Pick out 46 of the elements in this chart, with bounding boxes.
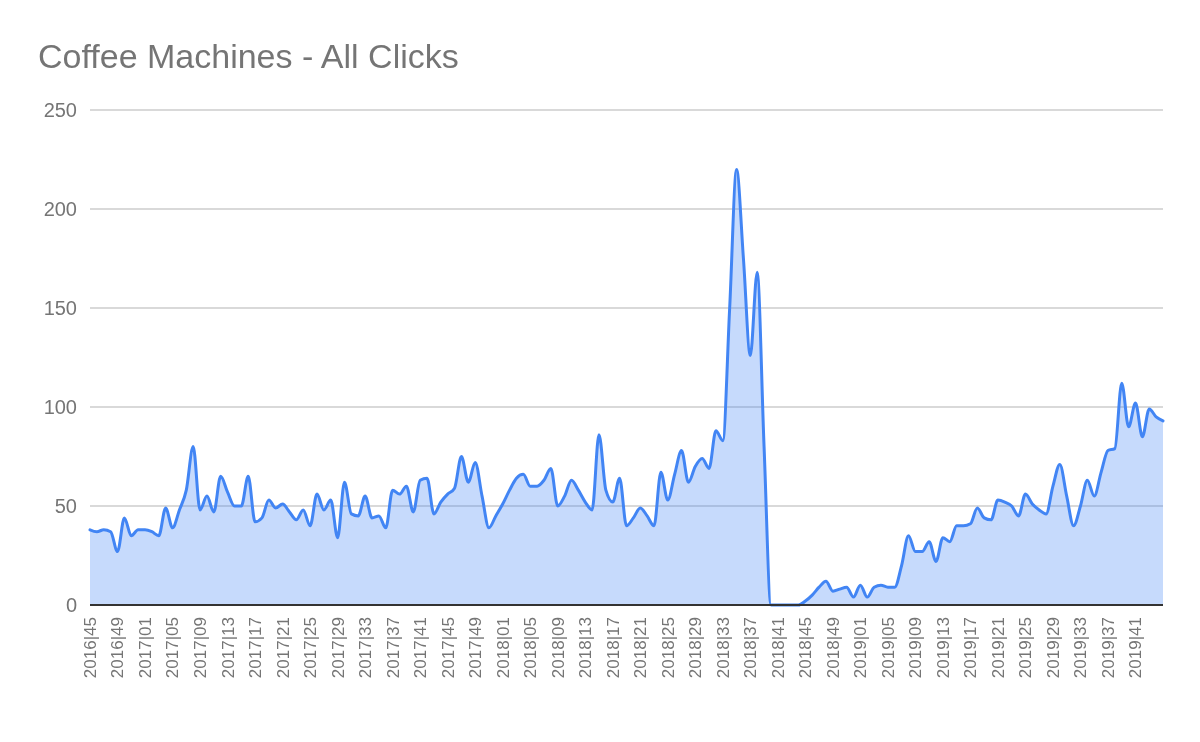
- x-tick-label: 2019|33: [1071, 617, 1091, 679]
- y-tick-label: 150: [43, 297, 77, 319]
- x-tick-label: 2018|01: [493, 617, 513, 679]
- x-tick-label: 2019|13: [933, 617, 953, 679]
- x-tick-label: 2018|05: [521, 617, 541, 679]
- x-tick-label: 2017|09: [191, 617, 210, 679]
- x-tick-label: 2017|05: [163, 617, 183, 679]
- y-tick-label: 0: [65, 594, 77, 616]
- x-tick-label: 2018|21: [631, 617, 651, 679]
- y-tick-label: 200: [43, 198, 77, 220]
- x-tick-label: 2019|09: [906, 617, 926, 679]
- x-tick-label: 2018|33: [713, 617, 733, 679]
- x-tick-label: 2018|13: [576, 617, 596, 679]
- x-tick-label: 2017|13: [218, 617, 238, 679]
- x-tick-label: 2018|37: [741, 617, 761, 679]
- x-tick-label: 2019|37: [1098, 617, 1118, 679]
- x-tick-label: 2019|21: [988, 617, 1008, 679]
- x-tick-label: 2018|41: [768, 617, 788, 679]
- x-tick-label: 2017|29: [328, 617, 348, 679]
- x-tick-label: 2019|01: [851, 617, 871, 679]
- x-tick-label: 2017|21: [273, 617, 293, 679]
- x-tick-label: 2018|17: [603, 617, 623, 679]
- x-tick-label: 2017|49: [466, 617, 486, 679]
- x-tick-label: 2018|29: [686, 617, 706, 679]
- x-tick-label: 2017|17: [246, 617, 266, 679]
- x-tick-label: 2018|45: [796, 617, 816, 679]
- x-tick-label: 2017|41: [411, 617, 431, 679]
- x-tick-label: 2019|25: [1016, 617, 1036, 679]
- x-tick-label: 2017|45: [438, 617, 458, 679]
- x-tick-label: 2017|33: [356, 617, 376, 679]
- y-tick-label: 250: [43, 99, 77, 121]
- x-tick-label: 2019|17: [961, 617, 981, 679]
- x-tick-label: 2017|37: [383, 617, 403, 679]
- x-tick-label: 2016|49: [108, 617, 128, 679]
- x-tick-label: 2019|41: [1126, 617, 1146, 679]
- x-tick-label: 2019|05: [878, 617, 898, 679]
- x-tick-label: 2017|25: [301, 617, 321, 679]
- y-tick-label: 100: [43, 396, 77, 418]
- x-tick-label: 2018|25: [658, 617, 678, 679]
- x-tick-label: 2016|45: [80, 617, 100, 679]
- x-tick-label: 2018|09: [548, 617, 568, 679]
- x-tick-label: 2017|01: [135, 617, 155, 679]
- y-tick-label: 50: [54, 495, 77, 517]
- x-tick-label: 2018|49: [823, 617, 843, 679]
- x-tick-label: 2019|29: [1043, 617, 1063, 679]
- chart-title: Coffee Machines - All Clicks: [38, 37, 459, 75]
